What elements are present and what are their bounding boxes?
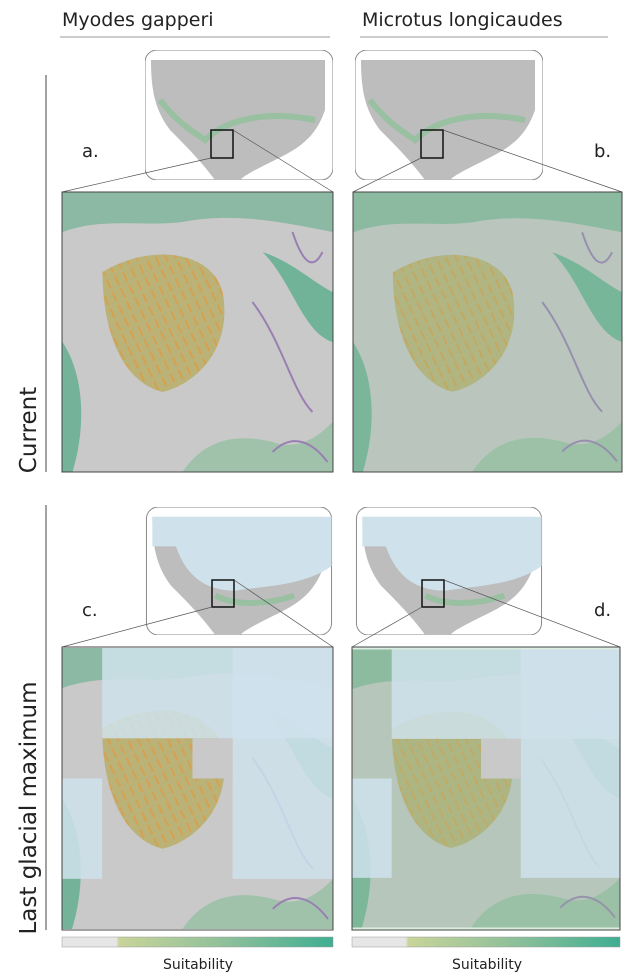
row-title: Last glacial maximum [16,681,42,934]
panel-label: a. [82,141,99,162]
column-title: Myodes gapperi [62,9,214,31]
panel-label: d. [594,600,611,621]
colorbar [352,937,620,947]
colorbar-label: Suitability [163,957,233,973]
inset-map [356,507,541,635]
map [63,192,333,472]
inset-map [146,507,331,635]
colorbar-label: Suitability [452,957,522,973]
column-title: Microtus longicaudes [362,9,563,31]
inset-map [145,50,333,180]
figure: Myodes gapperi Microtus longicaudes Curr… [0,0,623,975]
panel-label: b. [594,141,611,162]
colorbar [62,937,333,947]
panel-label: c. [82,600,98,621]
inset-map [355,50,543,180]
row-title: Current [16,387,42,473]
